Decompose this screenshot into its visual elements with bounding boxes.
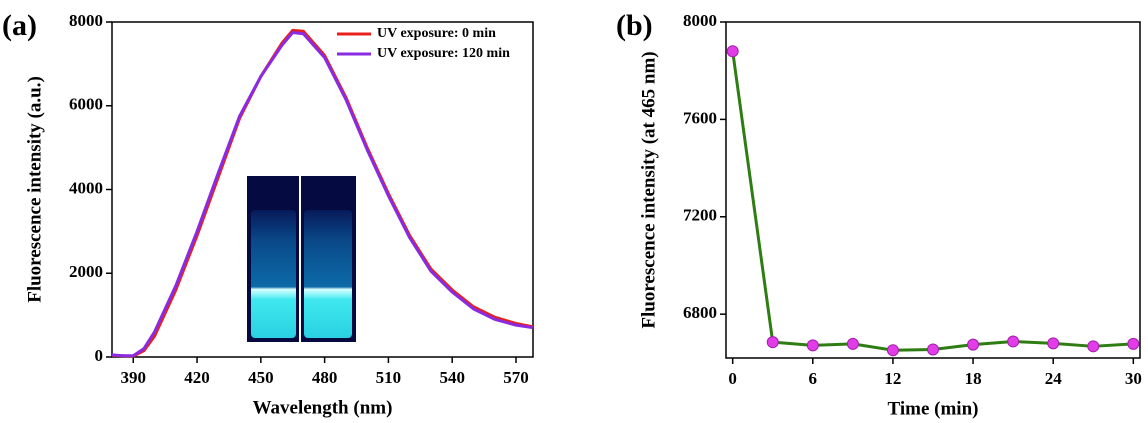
y-tick-label: 0 xyxy=(95,346,104,365)
panel-label: (b) xyxy=(616,9,653,42)
x-axis-title: Wavelength (nm) xyxy=(253,397,393,418)
marker xyxy=(1007,335,1020,348)
y-axis-title: Fluorescence intensity (a.u.) xyxy=(24,76,45,303)
x-tick-label: 510 xyxy=(376,368,402,387)
x-tick-label: 450 xyxy=(248,368,274,387)
marker xyxy=(846,337,859,350)
y-tick-label: 7200 xyxy=(683,206,717,225)
y-tick-label: 2000 xyxy=(69,262,103,281)
y-tick-label: 4000 xyxy=(69,178,103,197)
panel-label: (a) xyxy=(2,9,37,42)
marker xyxy=(1047,337,1060,350)
x-axis-title: Time (min) xyxy=(888,398,979,419)
series-line xyxy=(111,30,534,358)
x-tick-label: 420 xyxy=(184,368,210,387)
series-line xyxy=(111,28,534,358)
y-tick-label: 6000 xyxy=(69,95,103,114)
x-tick-label: 390 xyxy=(121,368,147,387)
y-axis-title: Fluorescence intensity (at 465 nm) xyxy=(638,51,659,328)
marker xyxy=(967,338,980,351)
x-tick-label: 570 xyxy=(503,368,529,387)
x-tick-label: 18 xyxy=(965,369,982,388)
plot-frame xyxy=(725,21,1141,359)
y-tick-label: 6800 xyxy=(683,303,717,322)
x-tick-label: 6 xyxy=(809,369,818,388)
y-tick-label: 8000 xyxy=(69,11,103,30)
y-tick-label: 8000 xyxy=(683,11,717,30)
marker xyxy=(806,339,819,352)
marker xyxy=(766,336,779,349)
x-tick-label: 480 xyxy=(312,368,338,387)
x-tick-label: 30 xyxy=(1125,369,1142,388)
x-tick-label: 0 xyxy=(728,369,737,388)
marker xyxy=(886,344,899,357)
x-tick-label: 12 xyxy=(884,369,901,388)
marker xyxy=(1127,337,1140,350)
x-tick-label: 24 xyxy=(1045,369,1063,388)
y-tick-label: 7600 xyxy=(683,108,717,127)
x-tick-label: 540 xyxy=(439,368,465,387)
legend-label: UV exposure: 120 min xyxy=(377,46,510,61)
series-line xyxy=(731,51,1134,352)
legend-label: UV exposure: 0 min xyxy=(377,26,496,41)
marker xyxy=(1087,340,1100,353)
marker xyxy=(927,343,939,356)
inset-photo xyxy=(247,176,356,342)
marker xyxy=(726,45,739,58)
